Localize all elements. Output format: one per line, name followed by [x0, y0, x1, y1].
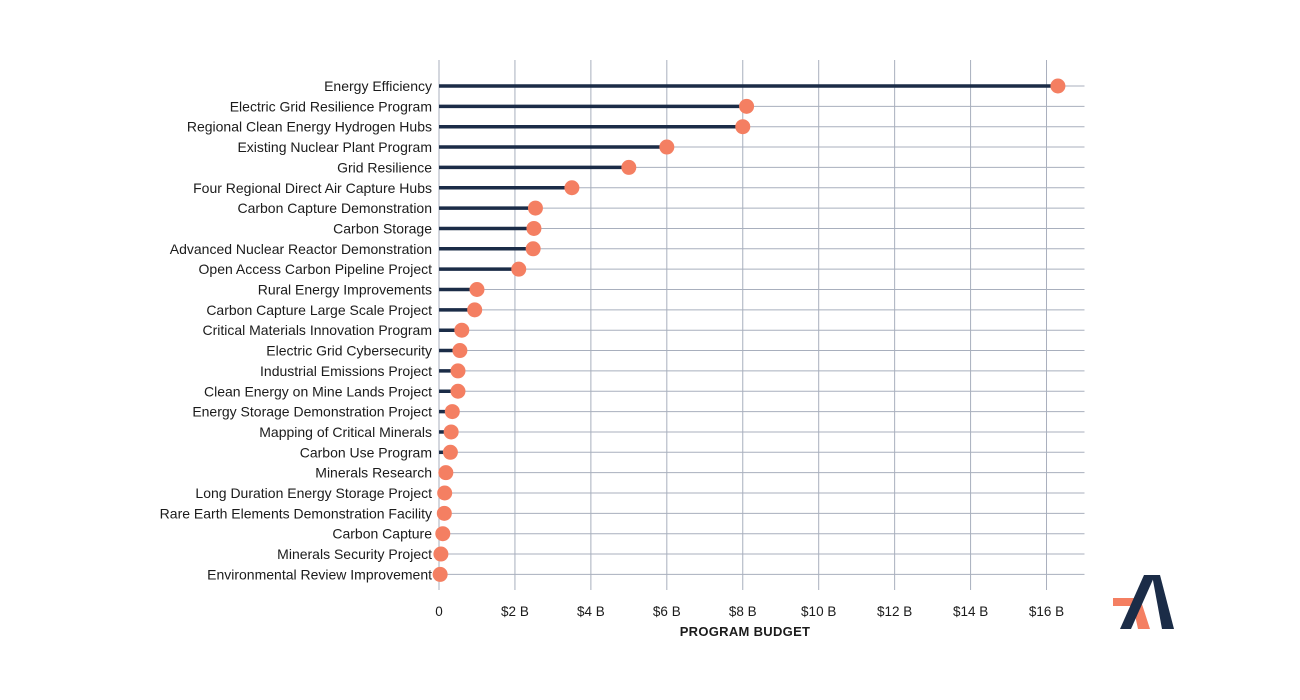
x-axis-title: PROGRAM BUDGET: [680, 624, 811, 639]
category-label: Minerals Security Project: [277, 546, 432, 562]
lollipop-dot: [444, 404, 460, 420]
category-label: Carbon Storage: [333, 220, 432, 236]
category-label: Advanced Nuclear Reactor Demonstration: [170, 241, 432, 257]
category-label: Industrial Emissions Project: [260, 363, 432, 379]
category-label: Energy Storage Demonstration Project: [192, 404, 432, 420]
x-tick-label: $10 B: [801, 604, 836, 619]
lollipop-dot: [1050, 78, 1066, 94]
lollipop-dot: [433, 546, 449, 562]
category-label: Carbon Capture: [332, 526, 432, 542]
lollipop-dot: [452, 343, 468, 359]
lollipop-dot: [437, 485, 453, 501]
lollipop-dot: [450, 363, 466, 379]
x-tick-label: $2 B: [501, 604, 529, 619]
lollipop-dot: [432, 566, 448, 582]
x-tick-label: $4 B: [577, 604, 605, 619]
lollipop-dot: [438, 465, 454, 481]
x-tick-label: $14 B: [953, 604, 988, 619]
brand-logo: [1113, 575, 1174, 629]
category-label: Clean Energy on Mine Lands Project: [204, 383, 432, 399]
category-label: Carbon Capture Large Scale Project: [206, 302, 432, 318]
lollipop-dot: [469, 282, 485, 297]
x-tick-label: $6 B: [653, 604, 681, 619]
category-label: Grid Resilience: [337, 159, 432, 175]
category-labels: Energy Efficiency Electric Grid Resilienc…: [160, 78, 433, 582]
category-label: Environmental Review Improvement: [207, 566, 432, 582]
x-tick-labels: 0 $2 B $4 B $6 B $8 B $10 B $12 B $14 B $16 B: [435, 604, 1064, 619]
x-tick-label: $16 B: [1029, 604, 1064, 619]
category-label: Electric Grid Cybersecurity: [266, 343, 432, 359]
lollipop-dot: [735, 119, 751, 135]
category-label: Carbon Use Program: [300, 444, 432, 460]
logo-navy-right-stroke: [1152, 575, 1174, 629]
lollipop-dot: [659, 139, 675, 155]
lollipop-dot: [564, 180, 580, 196]
category-label: Electric Grid Resilience Program: [230, 98, 432, 114]
category-label: Minerals Research: [315, 465, 432, 481]
x-tick-label: $8 B: [729, 604, 757, 619]
category-label: Rural Energy Improvements: [258, 282, 432, 298]
category-label: Energy Efficiency: [324, 78, 432, 94]
lollipop-dot: [526, 220, 542, 236]
grid-layer: [438, 60, 1085, 590]
category-label: Existing Nuclear Plant Program: [237, 139, 432, 155]
lollipop-dot: [454, 322, 470, 338]
category-label: Long Duration Energy Storage Project: [195, 485, 432, 501]
category-label: Mapping of Critical Minerals: [259, 424, 432, 440]
x-tick-label: 0: [435, 604, 443, 619]
category-label: Regional Clean Energy Hydrogen Hubs: [187, 119, 432, 135]
dots-layer: [432, 78, 1066, 582]
category-label: Open Access Carbon Pipeline Project: [199, 261, 433, 277]
lollipop-dot: [450, 383, 466, 399]
lollipop-dot: [467, 302, 483, 318]
category-label: Rare Earth Elements Demonstration Facili…: [160, 505, 432, 521]
lollipop-dot: [527, 200, 543, 216]
category-label: Carbon Capture Demonstration: [237, 200, 432, 216]
lollipop-dot: [511, 261, 527, 277]
lollipop-dot: [435, 526, 451, 542]
category-label: Four Regional Direct Air Capture Hubs: [193, 180, 432, 196]
category-label: Critical Materials Innovation Program: [202, 322, 432, 338]
lollipop-dot: [525, 241, 541, 257]
lollipop-dot: [443, 424, 459, 440]
lollipop-dot: [621, 159, 637, 175]
lollipop-dot: [436, 505, 452, 521]
x-tick-label: $12 B: [877, 604, 912, 619]
lollipop-dot: [739, 98, 755, 114]
logo-navy-left-stroke: [1120, 575, 1155, 629]
lollipop-dot: [442, 444, 458, 460]
